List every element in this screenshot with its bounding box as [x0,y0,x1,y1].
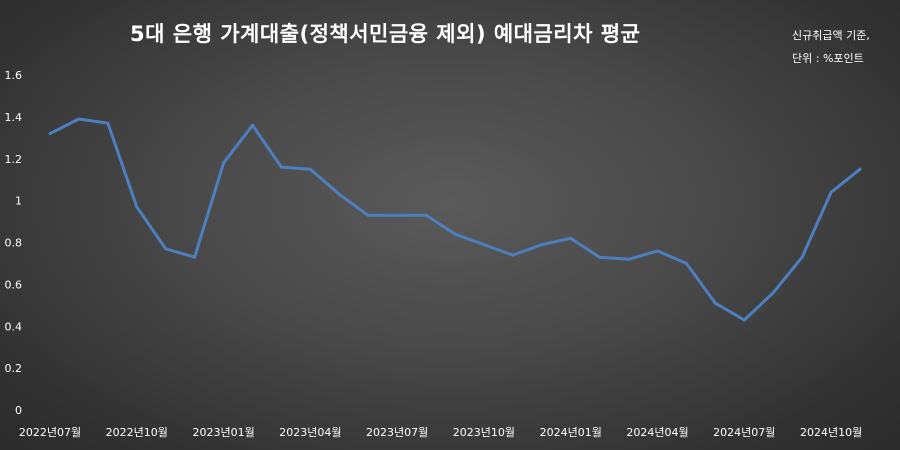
data-point [308,167,312,171]
data-point [251,123,254,127]
x-tick-label: 2024년04월 [626,426,688,439]
y-tick-label: 1 [15,195,22,208]
x-tick-label: 2022년07월 [19,426,81,439]
data-point [424,213,428,217]
data-point [511,253,515,257]
data-point [684,261,688,265]
data-point [222,161,226,165]
data-point [829,190,833,194]
series-line [48,117,862,322]
data-point [771,291,775,295]
y-tick-label: 1.6 [5,69,23,82]
y-axis: 0 0.2 0.4 0.6 0.8 1 1.2 1.4 1.6 [5,69,23,417]
y-tick-label: 0.6 [5,278,23,291]
data-point [569,236,573,240]
x-tick-label: 2024년01월 [540,426,602,439]
data-point [656,249,659,253]
chart-note-unit: 단위 : %포인트 [792,52,864,65]
data-point [106,121,110,125]
data-point [77,117,81,121]
y-tick-label: 1.2 [5,153,23,166]
data-point [482,243,486,247]
data-point [598,255,602,259]
x-tick-label: 2024년07월 [713,426,775,439]
x-tick-label: 2023년01월 [192,426,254,439]
chart-title: 5대 은행 가계대출(정책서민금융 제외) 예대금리차 평균 [130,22,641,46]
x-axis: 2022년07월 2022년10월 2023년01월 2023년04월 2023년07월… [19,426,862,439]
data-point [800,255,804,259]
data-point [395,213,399,217]
data-point [453,232,457,236]
data-point [713,301,717,305]
y-tick-label: 0 [15,404,22,417]
data-point [279,165,283,169]
series-group [48,117,862,322]
data-point [366,213,370,217]
data-point [540,243,544,247]
chart-note-basis: 신규취급액 기준, [792,29,870,42]
data-point [193,255,197,259]
data-point [627,257,631,261]
x-tick-label: 2024년10월 [800,426,862,439]
x-tick-label: 2023년04월 [279,426,341,439]
x-tick-label: 2022년10월 [106,426,168,439]
data-point [742,318,746,322]
y-tick-label: 1.4 [5,111,23,124]
data-point [858,167,862,171]
y-tick-label: 0.2 [5,362,23,375]
data-point [164,247,168,251]
x-tick-label: 2023년07월 [366,426,428,439]
x-tick-label: 2023년10월 [453,426,515,439]
data-point [337,192,341,196]
data-point [48,132,52,136]
y-tick-label: 0.8 [5,237,23,250]
data-point [135,205,139,209]
y-tick-label: 0.4 [5,320,23,333]
